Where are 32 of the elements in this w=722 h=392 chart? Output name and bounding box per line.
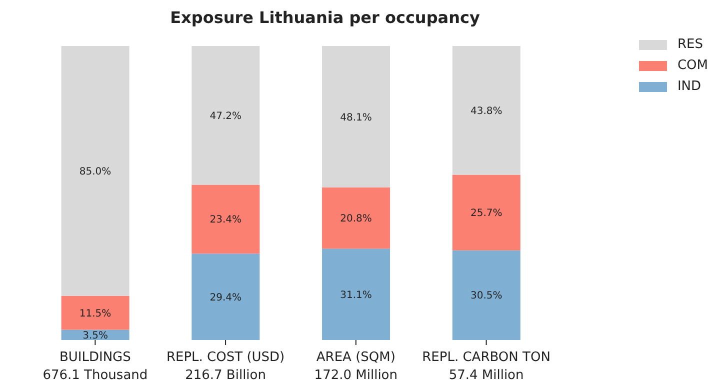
bar (192, 46, 260, 185)
data-label: 30.5% (470, 290, 502, 302)
data-label: 43.8% (470, 106, 502, 117)
x-tick-label: REPL. COST (USD) 216.7 Billion (166, 350, 285, 383)
legend-label: IND (677, 79, 702, 94)
bar (322, 46, 390, 188)
data-label: 31.1% (340, 290, 372, 301)
bar (452, 46, 520, 175)
legend-label: RES (677, 37, 703, 52)
x-tick-label: REPL. CARBON TON 57.4 Million (422, 350, 550, 383)
bar (192, 184, 260, 254)
data-label: 47.2% (210, 110, 242, 122)
data-label: 11.5% (79, 308, 112, 320)
bar (452, 250, 520, 340)
data-label: 29.4% (210, 292, 242, 304)
data-label: 25.7% (470, 208, 502, 220)
bar (192, 254, 260, 340)
chart-title: Exposure Lithuania per occupancy (169, 8, 481, 27)
legend-label: COM (677, 58, 708, 73)
bar (61, 46, 130, 296)
data-label: 48.1% (340, 112, 372, 124)
bar (61, 330, 130, 340)
bar (322, 187, 390, 249)
data-label: 20.8% (340, 214, 372, 225)
x-tick-label: AREA (SQM) 172.0 Million (314, 350, 398, 383)
data-label: 85.0% (79, 166, 112, 178)
bar (322, 248, 390, 340)
x-tick-label: BUILDINGS 676.1 Thousand (42, 350, 148, 383)
bar (452, 174, 520, 250)
bar (61, 296, 130, 330)
data-label: 23.4% (210, 214, 242, 226)
data-label: 3.5% (82, 330, 108, 342)
